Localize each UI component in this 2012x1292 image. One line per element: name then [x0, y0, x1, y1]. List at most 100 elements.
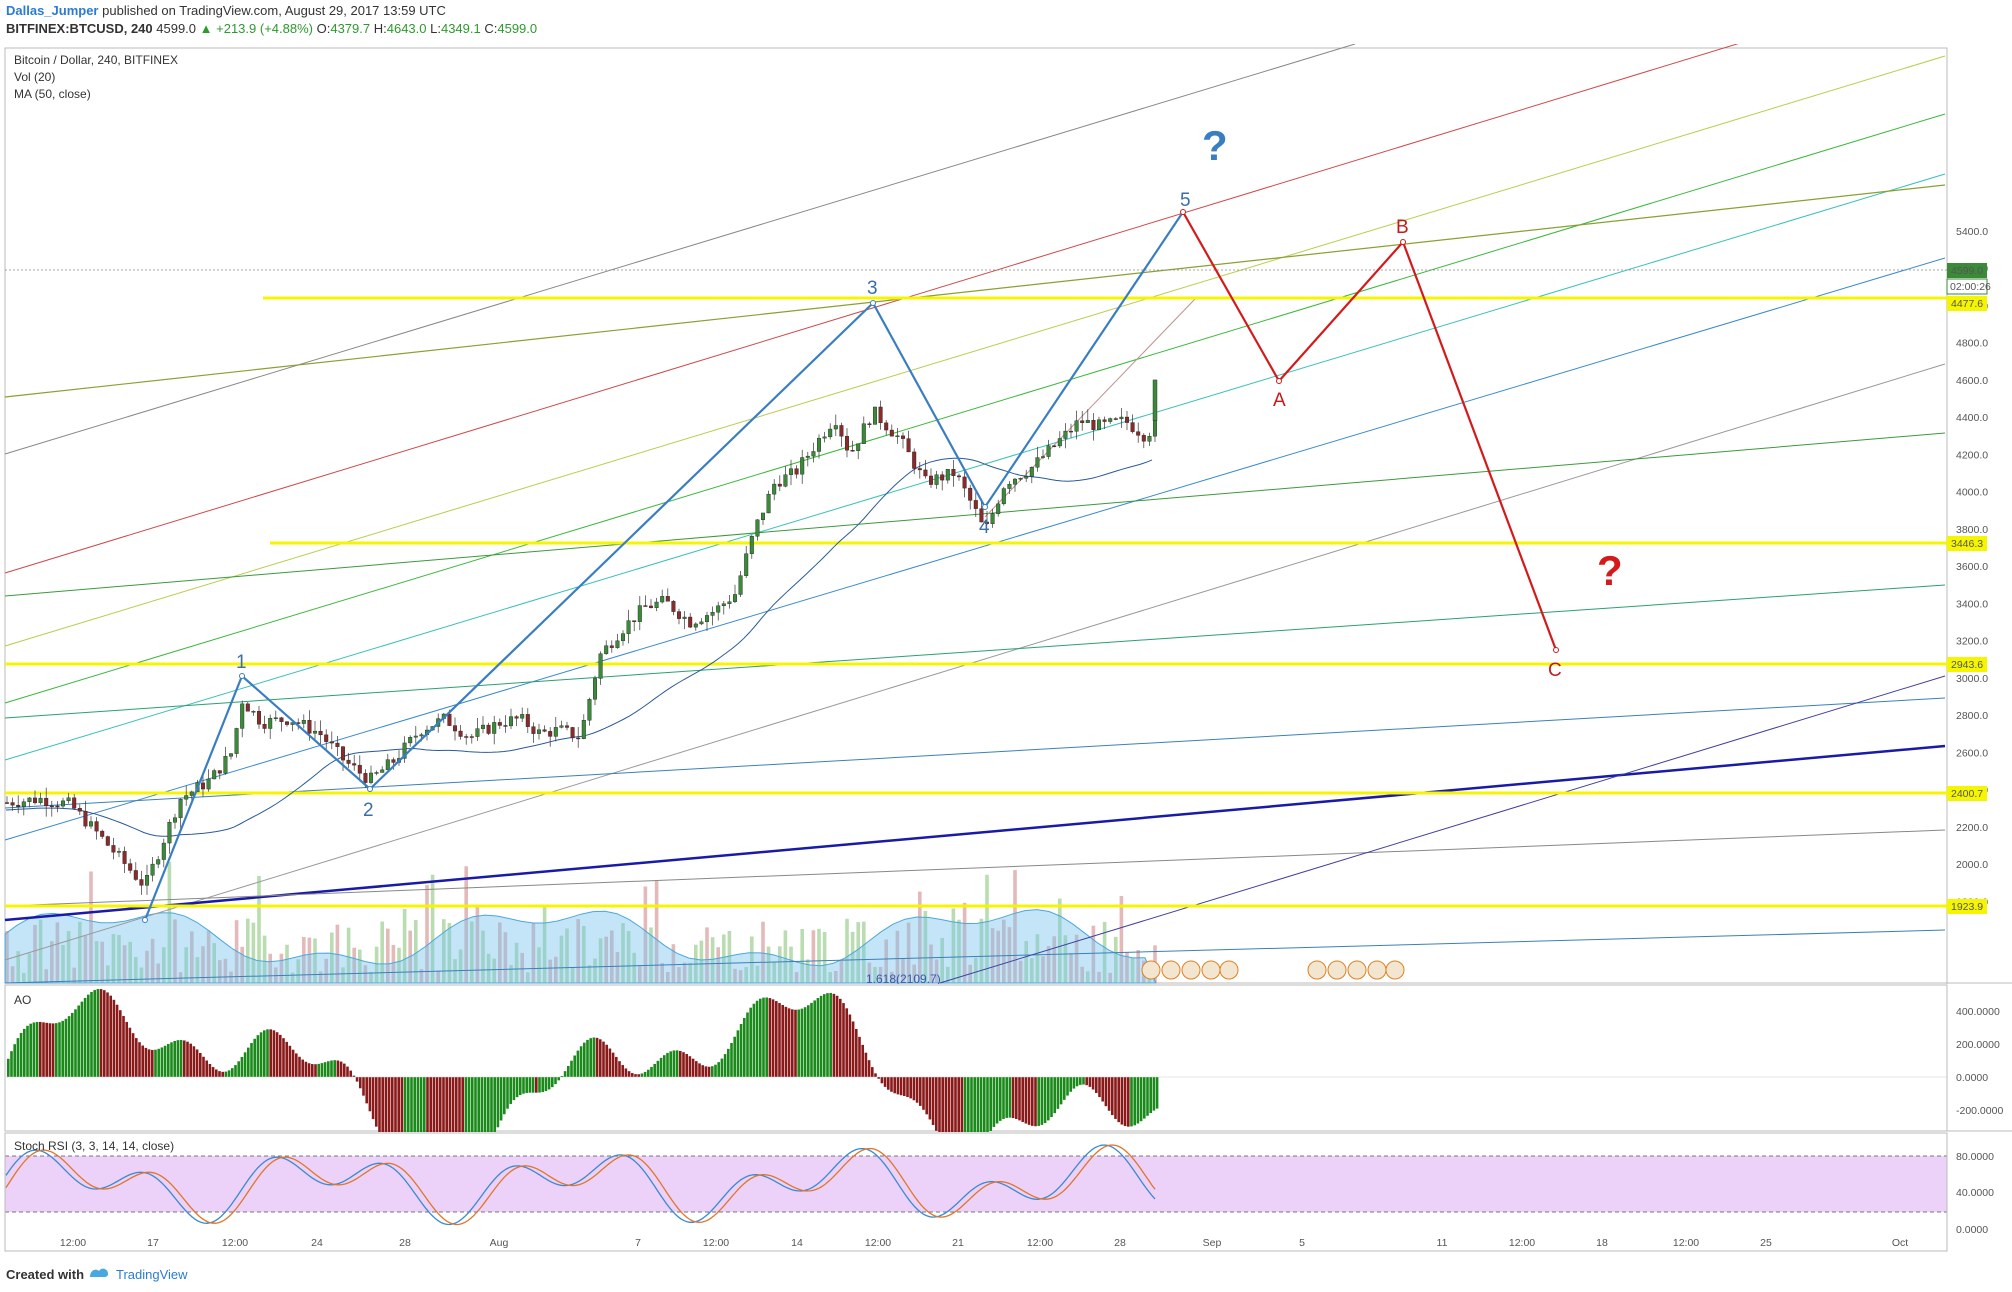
wave-label-c: C — [1548, 660, 1562, 681]
trendline-gray-lower — [4, 363, 1946, 961]
ao-bar — [1114, 1077, 1117, 1119]
event-marker[interactable] — [1201, 960, 1221, 980]
ao-bar — [775, 1001, 778, 1077]
candle-body — [329, 741, 334, 744]
ao-bar — [19, 1032, 23, 1077]
ao-bar — [573, 1055, 576, 1077]
ao-bar — [272, 1030, 276, 1077]
ao-bar — [192, 1046, 196, 1077]
event-marker[interactable] — [1327, 960, 1347, 980]
ao-bar — [211, 1067, 215, 1077]
volume-bar — [61, 944, 65, 983]
volume-bar — [313, 938, 317, 983]
candle-body — [671, 601, 676, 612]
candle-body — [357, 764, 362, 774]
candle-body — [150, 863, 155, 876]
volume-bar — [419, 969, 424, 983]
candle-body — [789, 468, 794, 475]
ao-bar — [669, 1051, 672, 1077]
volume-bar — [710, 937, 715, 983]
ao-bar — [794, 1009, 797, 1077]
candle-body — [419, 734, 424, 737]
tradingview-brand-link[interactable]: TradingView — [116, 1267, 188, 1282]
ao-bar — [970, 1077, 973, 1132]
volume-bar — [643, 886, 648, 983]
ao-bar — [871, 1067, 874, 1077]
candle-body — [637, 605, 642, 622]
event-markers — [1141, 960, 1405, 980]
wave-label-a: A — [1273, 390, 1286, 411]
event-marker[interactable] — [1181, 960, 1201, 980]
volume-bar — [778, 946, 782, 983]
volume-bar — [800, 929, 804, 983]
candle-body — [301, 720, 306, 724]
price-chart[interactable]: 1 2 3 4 5 A B C ? ? 1.618(2109.7) 5400.0… — [0, 44, 2012, 984]
volume-bar — [632, 952, 636, 983]
event-marker[interactable] — [1385, 960, 1405, 980]
volume-bar — [587, 965, 592, 983]
volume-bar — [218, 960, 222, 983]
ao-bar — [1133, 1077, 1136, 1126]
candle-body — [749, 536, 754, 554]
candle-body — [324, 734, 329, 742]
volume-bar — [190, 931, 194, 983]
ao-bar — [749, 1007, 752, 1077]
volume-bar — [671, 944, 676, 983]
level-badge-bg — [1947, 899, 1987, 914]
ao-bar — [221, 1071, 224, 1077]
candle-body — [733, 594, 738, 603]
candle-body — [475, 728, 480, 737]
stoch-rsi-pane[interactable]: Stoch RSI (3, 3, 14, 14, close) 80.0000 … — [0, 1132, 2012, 1252]
ao-bar — [448, 1077, 452, 1132]
stoch-label[interactable]: Stoch RSI (3, 3, 14, 14, close) — [14, 1139, 174, 1153]
candle-body — [341, 746, 346, 761]
volume-bar — [766, 946, 771, 983]
trendline-teal — [4, 173, 1946, 761]
volume-bar — [1114, 936, 1118, 983]
ao-bar — [637, 1074, 640, 1077]
ao-bar — [723, 1054, 727, 1077]
ao-bar — [259, 1032, 263, 1077]
ao-pane[interactable]: AO 400.0000 200.0000 0.0000 -200.0000 — [0, 984, 2012, 1132]
legend-volume[interactable]: Vol (20) — [14, 70, 55, 84]
ao-bar — [1095, 1077, 1098, 1093]
volume-bar — [173, 919, 177, 983]
candle-body — [184, 795, 189, 800]
volume-bar — [940, 937, 944, 983]
ao-bar — [250, 1043, 253, 1077]
candle-body — [565, 725, 570, 728]
event-marker[interactable] — [1347, 960, 1367, 980]
ao-bar — [576, 1050, 580, 1077]
candle-body — [503, 725, 508, 727]
legend-ma[interactable]: MA (50, close) — [14, 87, 91, 101]
ao-bar — [890, 1077, 893, 1092]
candle-body — [1018, 478, 1023, 480]
ao-bar — [314, 1064, 317, 1077]
event-marker[interactable] — [1367, 960, 1387, 980]
candle-body — [313, 730, 318, 734]
ao-bar — [647, 1069, 650, 1077]
time-tick: 21 — [952, 1237, 964, 1249]
candle-body — [604, 645, 609, 654]
volume-bar — [10, 966, 15, 983]
candle-body — [833, 425, 838, 430]
ao-bar — [71, 1012, 74, 1077]
volume-bar — [436, 970, 440, 983]
ao-bar — [618, 1061, 621, 1077]
ao-label[interactable]: AO — [14, 993, 31, 1007]
volume-bar — [548, 959, 552, 983]
event-marker[interactable] — [1219, 960, 1239, 980]
ao-bar — [112, 999, 116, 1077]
ao-bar — [755, 1000, 759, 1077]
candle-body — [615, 640, 620, 648]
candle-body — [4, 802, 9, 804]
candle-body — [105, 836, 110, 846]
candle-body — [649, 605, 654, 608]
wave-label-4: 4 — [979, 517, 990, 538]
author-link[interactable]: Dallas_Jumper — [6, 3, 99, 18]
volume-bar — [901, 958, 905, 983]
ao-bar — [391, 1077, 394, 1132]
event-marker[interactable] — [1141, 960, 1161, 980]
event-marker[interactable] — [1161, 960, 1181, 980]
event-marker[interactable] — [1307, 960, 1327, 980]
